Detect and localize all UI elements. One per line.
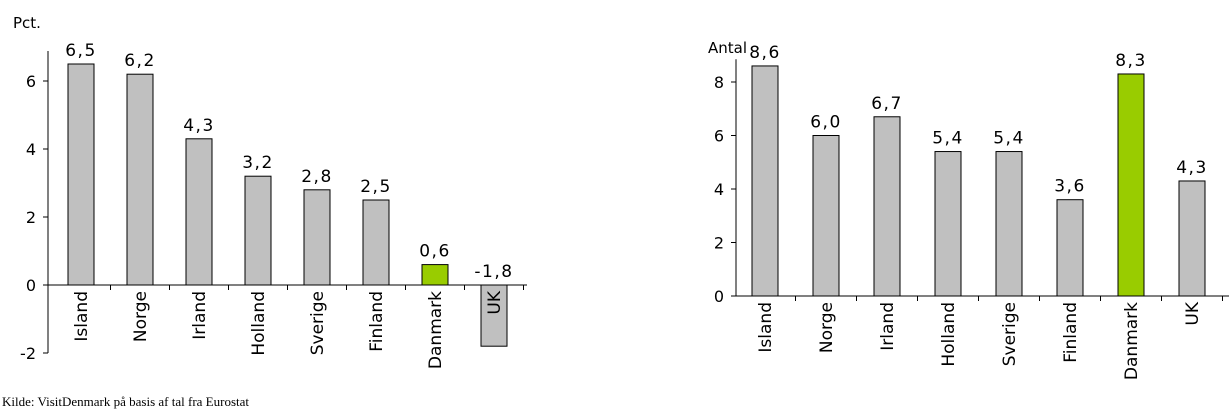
bar-norge-right [812, 135, 840, 297]
bar-uk-right [1178, 180, 1206, 297]
bar-island-left [67, 63, 95, 286]
data-label-danmark-right: 8,3 [1115, 51, 1147, 71]
category-label-holland-left: Holland [249, 291, 269, 356]
category-label-holland-right: Holland [939, 302, 959, 367]
bar-sverige-right [995, 151, 1023, 297]
category-label-norge-left: Norge [131, 291, 151, 342]
category-label-finland-right: Finland [1061, 302, 1081, 363]
y-tick-label-left: 0 [26, 276, 36, 295]
bar-sverige-left [303, 189, 331, 286]
data-label-uk-right: 4,3 [1176, 158, 1208, 178]
data-label-uk-left: -1,8 [474, 262, 513, 282]
data-label-holland-right: 5,4 [932, 129, 964, 149]
bar-norge-left [126, 73, 154, 286]
bar-danmark-right [1117, 73, 1145, 297]
data-label-norge-right: 6,0 [810, 113, 842, 133]
data-label-sverige-left: 2,8 [301, 167, 333, 187]
category-label-island-right: Island [756, 302, 776, 353]
bar-island-right [751, 65, 779, 297]
category-label-sverige-right: Sverige [1000, 302, 1020, 366]
data-label-holland-left: 3,2 [242, 153, 274, 173]
data-label-sverige-right: 5,4 [993, 129, 1025, 149]
y-axis-unit-label-left: Pct. [13, 14, 41, 32]
data-label-irland-left: 4,3 [183, 116, 215, 136]
y-tick-label-right: 4 [714, 180, 724, 199]
y-tick-label-right: 0 [714, 287, 724, 306]
right-bar-chart: Antal 0 2 4 6 8 8,6 Island 6,0 Norge 6,7 Irland 5,4 H… [708, 39, 1229, 380]
data-label-finland-right: 3,6 [1054, 177, 1086, 197]
category-label-finland-left: Finland [367, 291, 387, 352]
category-label-uk-left: UK [485, 290, 505, 314]
bar-finland-left [362, 199, 390, 286]
bar-irland-left [185, 138, 213, 286]
category-label-danmark-left: Danmark [426, 291, 446, 369]
bar-uk-left [480, 284, 508, 347]
left-bar-chart: Pct. -2 0 2 4 6 6,5 Island 6,2 Norge 4,3 Irland 3,2 H… [13, 14, 527, 369]
y-tick-label-right: 2 [714, 234, 724, 253]
data-label-finland-left: 2,5 [360, 177, 392, 197]
y-tick-label-left: -2 [20, 344, 36, 363]
y-axis-unit-label-right: Antal [708, 39, 747, 57]
y-tick-label-left: 4 [26, 140, 36, 159]
category-label-danmark-right: Danmark [1122, 302, 1142, 380]
bar-irland-right [873, 116, 901, 297]
category-label-uk-right: UK [1183, 301, 1203, 325]
category-label-irland-right: Irland [878, 302, 898, 351]
data-label-danmark-left: 0,6 [419, 242, 451, 262]
data-label-norge-left: 6,2 [124, 51, 156, 71]
y-tick-label-right: 8 [714, 73, 724, 92]
bar-holland-left [244, 175, 272, 286]
bar-holland-right [934, 151, 962, 297]
bar-finland-right [1056, 199, 1084, 297]
data-label-island-right: 8,6 [749, 43, 781, 63]
category-label-norge-right: Norge [817, 302, 837, 353]
y-tick-label-left: 2 [26, 208, 36, 227]
y-tick-label-right: 6 [714, 127, 724, 146]
data-label-irland-right: 6,7 [871, 94, 903, 114]
data-label-island-left: 6,5 [65, 41, 97, 61]
source-note: Kilde: VisitDenmark på basis af tal fra … [2, 394, 249, 409]
category-label-sverige-left: Sverige [308, 291, 328, 355]
category-label-island-left: Island [72, 291, 92, 342]
y-tick-label-left: 6 [26, 72, 36, 91]
bar-danmark-left [421, 264, 449, 286]
category-label-irland-left: Irland [190, 291, 210, 340]
